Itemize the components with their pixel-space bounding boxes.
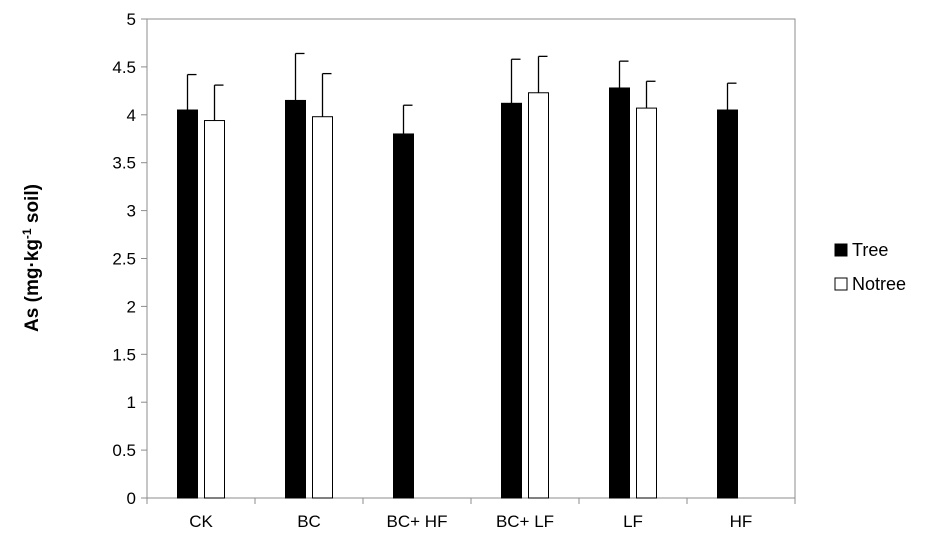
y-tick-label: 5 <box>127 10 136 29</box>
y-axis-title-main: As (mg·kg <box>22 239 43 332</box>
bar-notree-3 <box>528 92 549 499</box>
bars-group <box>177 87 738 499</box>
x-tick-label: BC+ HF <box>387 512 448 531</box>
bar-notree-1 <box>312 116 333 499</box>
bar-tree-4 <box>609 87 630 499</box>
legend: Tree Notree <box>834 240 906 294</box>
bar-tree-2 <box>393 133 414 499</box>
x-tick-label: BC+ LF <box>496 512 554 531</box>
y-tick-label: 3 <box>127 202 136 221</box>
bar-tree-3 <box>501 102 522 499</box>
legend-label-tree: Tree <box>852 240 888 260</box>
x-tick-label: HF <box>730 512 753 531</box>
error-bars-group <box>186 52 737 134</box>
bar-notree-0 <box>204 120 225 499</box>
y-axis-title-end: soil) <box>22 184 43 228</box>
plot-area <box>146 18 796 499</box>
x-axis: CK BC BC+ HF BC+ LF LF HF <box>146 498 796 531</box>
y-tick-label: 3.5 <box>112 154 136 173</box>
bar-tree-5 <box>717 109 738 499</box>
y-tick-label: 1.5 <box>112 345 136 364</box>
y-tick-label: 4 <box>127 106 136 125</box>
legend-swatch-tree <box>834 243 848 257</box>
x-tick-label: BC <box>297 512 321 531</box>
y-tick-label: 0.5 <box>112 441 136 460</box>
legend-label-notree: Notree <box>852 274 906 294</box>
y-axis-title-superscript: -1 <box>20 228 34 239</box>
y-axis-title: As (mg·kg-1 soil) <box>20 184 43 332</box>
y-axis: 0 0.5 1 1.5 2 2.5 3 3.5 4 4.5 5 <box>112 10 147 508</box>
y-tick-label: 1 <box>127 393 136 412</box>
bar-notree-4 <box>636 107 657 499</box>
y-tick-label: 2.5 <box>112 250 136 269</box>
y-tick-label: 0 <box>127 489 136 508</box>
legend-swatch-notree <box>834 277 848 291</box>
x-tick-label: CK <box>189 512 213 531</box>
bar-tree-0 <box>177 109 198 499</box>
y-tick-label: 2 <box>127 297 136 316</box>
bar-tree-1 <box>285 99 306 499</box>
y-tick-label: 4.5 <box>112 58 136 77</box>
x-tick-label: LF <box>623 512 643 531</box>
